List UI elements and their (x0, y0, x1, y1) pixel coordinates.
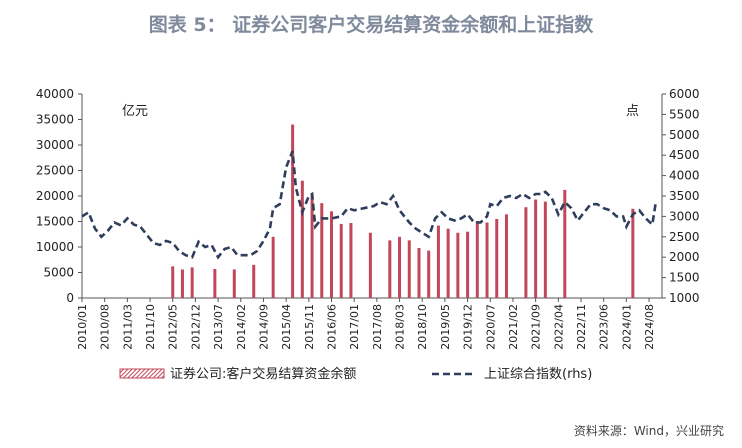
left-tick-label: 5000 (43, 266, 74, 280)
bar (524, 207, 528, 298)
right-axis-unit: 点 (626, 104, 640, 119)
right-tick-label: 5500 (669, 107, 700, 121)
bar (388, 240, 392, 298)
bar (232, 269, 236, 298)
x-tick-label: 2017/08 (371, 304, 384, 350)
bar (436, 225, 440, 298)
legend-bar-label: 证券公司:客户交易结算资金余额 (170, 366, 356, 382)
right-tick-label: 4500 (669, 148, 700, 162)
left-tick-label: 0 (66, 291, 74, 305)
bar (300, 180, 304, 298)
bar (446, 228, 450, 298)
chart-title: 图表 5： 证券公司客户交易结算资金余额和上证指数 (148, 14, 594, 36)
index-line (81, 150, 657, 260)
bar (495, 218, 499, 298)
x-tick-label: 2018/10 (416, 304, 429, 350)
bar (534, 199, 538, 298)
bar (504, 214, 508, 298)
bar (543, 201, 547, 298)
left-tick-label: 40000 (36, 87, 74, 101)
bar (329, 211, 333, 298)
right-tick-label: 1000 (669, 291, 700, 305)
left-tick-label: 10000 (36, 240, 74, 254)
x-tick-label: 2017/01 (348, 304, 361, 350)
x-tick-label: 2012/12 (189, 304, 202, 350)
bar (417, 248, 421, 298)
bar (271, 236, 275, 298)
left-tick-label: 15000 (36, 215, 74, 229)
x-tick-label: 2015/11 (303, 304, 316, 350)
legend-line-label: 上证综合指数(rhs) (484, 367, 592, 382)
x-tick-label: 2015/04 (280, 304, 293, 350)
x-tick-label: 2011/03 (121, 304, 134, 350)
x-tick-label: 2011/10 (144, 304, 157, 350)
bar (398, 236, 402, 298)
right-tick-label: 1500 (669, 271, 700, 285)
bar (180, 269, 184, 298)
bar (427, 250, 431, 298)
bar (563, 189, 567, 298)
bar (291, 124, 295, 298)
bar (171, 266, 175, 298)
x-tick-label: 2014/09 (257, 304, 270, 350)
bar (475, 220, 479, 298)
x-tick-label: 2018/03 (394, 304, 407, 350)
right-tick-label: 6000 (669, 87, 700, 101)
right-tick-label: 2000 (669, 250, 700, 264)
bar (466, 231, 470, 298)
bar (339, 224, 343, 298)
x-tick-label: 2022/11 (575, 304, 588, 350)
x-tick-label: 2010/08 (99, 304, 112, 350)
bar (485, 222, 489, 298)
x-tick-label: 2024/01 (620, 304, 633, 350)
bar (320, 203, 324, 298)
left-tick-label: 25000 (36, 164, 74, 178)
bar (310, 193, 314, 298)
legend-bar-swatch (119, 368, 165, 379)
bar (190, 267, 194, 298)
x-tick-label: 2019/05 (439, 304, 452, 350)
left-tick-label: 20000 (36, 189, 74, 203)
bar (252, 264, 256, 298)
bar (456, 232, 460, 298)
x-tick-label: 2012/05 (167, 304, 180, 350)
right-tick-label: 4000 (669, 169, 700, 183)
bar (631, 208, 635, 298)
x-tick-label: 2022/04 (552, 304, 565, 350)
right-tick-label: 3500 (669, 189, 700, 203)
bar (213, 268, 217, 298)
x-tick-label: 2021/02 (507, 304, 520, 350)
x-tick-label: 2019/12 (462, 304, 475, 350)
x-tick-label: 2021/09 (530, 304, 543, 350)
x-tick-label: 2014/02 (235, 304, 248, 350)
x-tick-label: 2020/07 (484, 304, 497, 350)
x-tick-label: 2013/07 (212, 304, 225, 350)
x-tick-label: 2010/01 (76, 304, 89, 350)
x-tick-label: 2016/06 (325, 304, 338, 350)
left-tick-label: 35000 (36, 113, 74, 127)
right-tick-label: 3000 (669, 209, 700, 223)
right-tick-label: 5000 (669, 128, 700, 142)
bar (368, 232, 372, 298)
x-tick-label: 2023/06 (598, 304, 611, 350)
right-tick-label: 2500 (669, 230, 700, 244)
bar (407, 240, 411, 298)
x-tick-label: 2024/08 (643, 304, 656, 350)
bar (349, 223, 353, 298)
source-note: 资料来源：Wind，兴业研究 (573, 424, 724, 438)
left-axis-unit: 亿元 (122, 104, 149, 119)
left-tick-label: 30000 (36, 138, 74, 152)
